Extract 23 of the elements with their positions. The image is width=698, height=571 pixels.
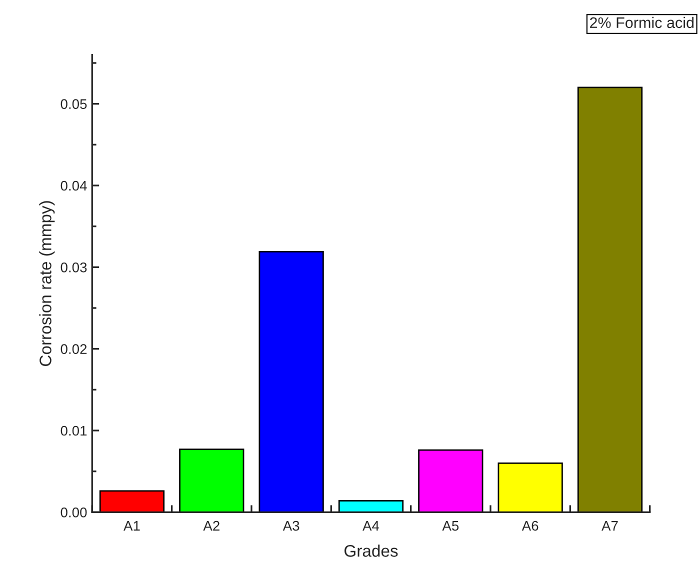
y-tick-label: 0.03 [60, 262, 87, 272]
y-tick-label: 0.02 [60, 344, 87, 354]
x-tick-label: A3 [282, 520, 300, 531]
y-tick-label: 0.05 [60, 99, 87, 109]
x-tick-label: A5 [442, 521, 459, 531]
x-tick-label: A2 [203, 520, 220, 531]
y-axis-title: Corrosion rate (mmpy) [39, 201, 55, 366]
y-tick-label: 0.04 [60, 180, 87, 191]
x-tick-label: A1 [124, 521, 140, 531]
bar [99, 490, 165, 512]
y-tick-label: 0.00 [60, 508, 87, 518]
bar [258, 250, 324, 512]
x-axis-title: Grades [344, 544, 398, 557]
text: 2% Formic acid [590, 16, 694, 28]
bar [179, 448, 244, 512]
y-tick-label: 0.01 [60, 426, 87, 436]
bar [498, 462, 563, 512]
x-tick-label: A4 [362, 521, 380, 531]
bar [338, 500, 404, 512]
bar [577, 86, 643, 512]
x-tick-label: A7 [602, 521, 618, 531]
bar [418, 449, 484, 512]
x-tick-label: A6 [522, 520, 538, 531]
